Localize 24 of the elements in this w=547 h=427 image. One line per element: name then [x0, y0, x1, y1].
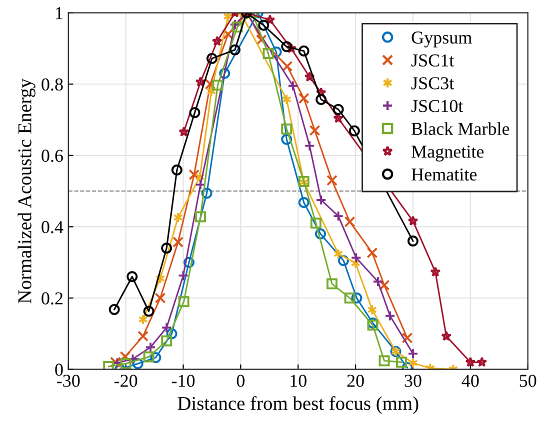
x-tick-label: 0 — [236, 374, 245, 387]
legend-label: Magnetite — [412, 146, 484, 162]
legend-label: JSC10t — [411, 100, 464, 112]
y-tick-label: 0.2 — [42, 292, 63, 305]
legend-label: Hematite — [412, 168, 477, 181]
x-tick-label: -20 — [114, 374, 138, 387]
x-axis-title: Distance from best focus (mm) — [178, 396, 418, 414]
x-tick-label: 10 — [290, 374, 306, 387]
y-tick-label: 1 — [56, 7, 62, 20]
x-tick-label: -30 — [57, 374, 80, 387]
x-tick-label: 40 — [462, 374, 479, 387]
legend-label: JSC1t — [411, 54, 454, 67]
y-tick-label: 0 — [55, 364, 63, 376]
y-tick-label: 0.4 — [42, 220, 64, 234]
x-tick-label: -10 — [172, 374, 195, 387]
x-tick-label: 30 — [404, 374, 422, 387]
y-axis-title: Normalized Acoustic Energy — [18, 78, 36, 304]
y-tick-label: 0.6 — [42, 150, 63, 162]
legend-label: Black Marble — [412, 122, 510, 135]
y-tick-label: 0.8 — [42, 78, 63, 91]
x-tick-label: 20 — [347, 374, 364, 387]
legend-label: Gypsum — [412, 32, 472, 48]
legend-label: JSC3t — [411, 77, 454, 90]
x-tick-label: 50 — [520, 374, 536, 387]
